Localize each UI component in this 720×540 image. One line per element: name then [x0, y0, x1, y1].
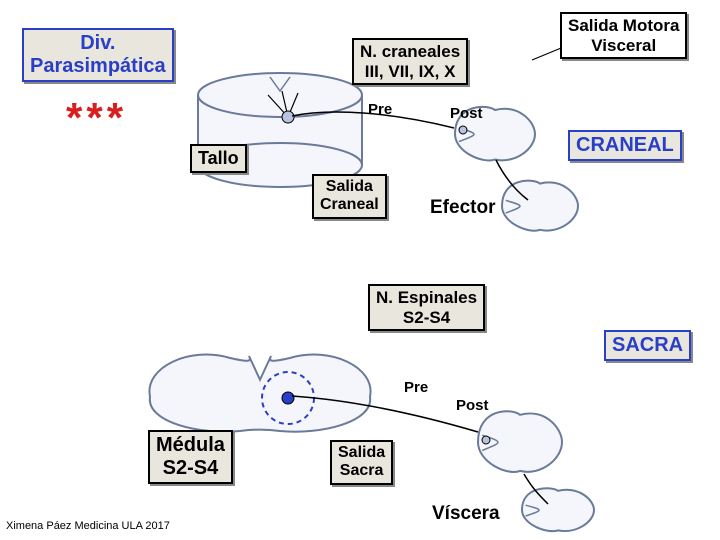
label-salida-motora: Salida Motora Visceral [560, 12, 687, 59]
label-post-cranial: Post [450, 106, 483, 123]
title-division: Div. Parasimpática [22, 28, 174, 82]
label-efector: Efector [430, 198, 495, 219]
label-salida-craneal: Salida Craneal [312, 174, 387, 219]
label-tallo: Tallo [190, 144, 247, 173]
label-medula: Médula S2-S4 [148, 430, 233, 484]
label-viscera: Víscera [432, 504, 500, 525]
stars-marker: *** [66, 94, 127, 142]
label-espinales: N. Espinales S2-S4 [368, 284, 485, 331]
label-pre-cranial: Pre [368, 102, 392, 119]
label-craniales: N. craneales III, VII, IX, X [352, 38, 468, 85]
label-sacra: SACRA [604, 330, 691, 361]
footer-credit: Ximena Páez Medicina ULA 2017 [6, 520, 170, 532]
label-salida-sacra: Salida Sacra [330, 440, 393, 485]
label-post-sacral: Post [456, 398, 489, 415]
label-pre-sacral: Pre [404, 380, 428, 397]
label-cranial: CRANEAL [568, 130, 682, 161]
